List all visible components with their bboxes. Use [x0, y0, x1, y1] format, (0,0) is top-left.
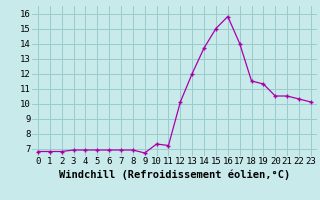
X-axis label: Windchill (Refroidissement éolien,°C): Windchill (Refroidissement éolien,°C): [59, 169, 290, 180]
